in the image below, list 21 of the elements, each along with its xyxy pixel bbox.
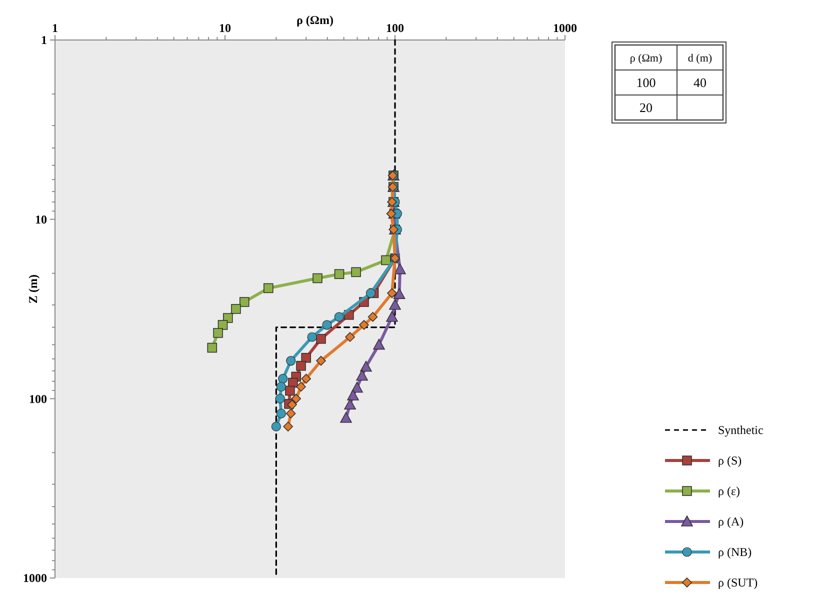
y-tick-label: 1000 xyxy=(23,571,47,586)
y-tick-label: 100 xyxy=(29,392,47,406)
y-tick-label: 10 xyxy=(35,212,47,227)
legend-label: ρ (NB) xyxy=(718,545,752,560)
text: 40 xyxy=(694,75,706,90)
text: 100 xyxy=(636,75,656,90)
legend-label: ρ (ε) xyxy=(718,484,740,498)
y-tick-label: 1 xyxy=(41,33,47,48)
legend-label: ρ (S) xyxy=(718,454,742,468)
legend-label: ρ (A) xyxy=(718,514,744,529)
x-axis-title: ρ (Ωm) xyxy=(296,13,334,27)
text: ρ (Ωm) xyxy=(630,52,662,64)
legend-label: Synthetic xyxy=(718,423,764,438)
x-tick-label: 1 xyxy=(52,21,58,35)
x-tick-label: 100 xyxy=(386,21,404,35)
text: d (m) xyxy=(688,52,712,64)
x-tick-label: 10 xyxy=(219,21,231,35)
x-tick-label: 1000 xyxy=(553,21,577,35)
text: 20 xyxy=(640,100,652,116)
y-axis-title: Z (m) xyxy=(26,274,40,304)
legend-label: ρ (SUT) xyxy=(718,576,758,590)
